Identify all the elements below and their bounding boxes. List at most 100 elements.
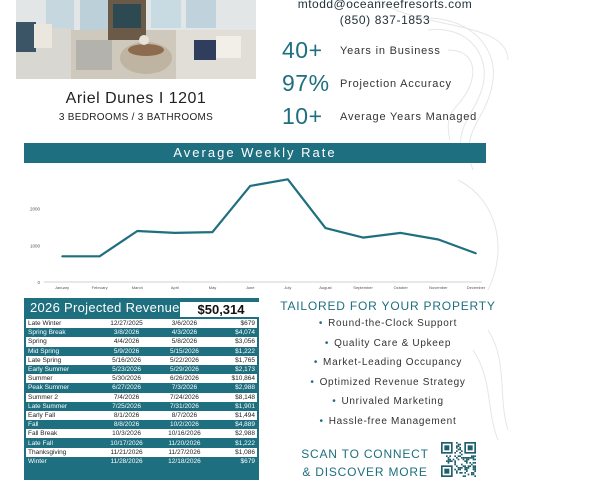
qr-module (467, 467, 470, 469)
end-date-cell: 7/24/2026 (155, 392, 214, 402)
data-point (362, 236, 364, 239)
revenue-cell: $2,988 (213, 383, 257, 393)
qr-module (459, 468, 461, 471)
qr-module (472, 457, 475, 459)
qr-module (457, 455, 460, 457)
qr-module (447, 462, 450, 464)
qr-module (461, 472, 463, 474)
revenue-title: 2026 Projected Revenue (30, 300, 180, 315)
table-row: Late Fall 10/17/2026 11/20/2026 $1,222 (26, 438, 257, 448)
qr-module (471, 455, 473, 457)
table-row: Mid Spring 5/9/2026 5/15/2026 $1,222 (26, 346, 257, 356)
end-date-cell: 11/27/2026 (155, 447, 214, 457)
qr-module (462, 465, 465, 467)
qr-module (467, 473, 470, 476)
season-cell: Mid Spring (26, 346, 98, 356)
y-tick-label: 2000 (30, 207, 41, 212)
start-date-cell: 6/27/2026 (97, 383, 156, 393)
qr-module (469, 462, 471, 464)
qr-module (457, 445, 460, 447)
bullet-icon: • (324, 337, 330, 349)
qr-code-icon[interactable] (441, 442, 476, 478)
stat-label: Years in Business (340, 44, 441, 57)
revenue-cell: $1,765 (213, 355, 257, 365)
qr-module (466, 457, 468, 459)
stat-label: Average Years Managed (340, 110, 478, 123)
qr-module (447, 457, 450, 459)
data-point (174, 232, 176, 234)
y-tick-label: 1000 (30, 243, 41, 248)
qr-module (471, 463, 473, 466)
table-row: Late Summer 7/25/2026 7/31/2026 $1,901 (26, 401, 257, 411)
qr-module (464, 475, 466, 477)
end-date-cell: 7/3/2026 (155, 383, 214, 393)
season-cell: Thanksgiving (26, 447, 98, 457)
qr-module (467, 445, 473, 451)
stat-value: 40+ (282, 37, 323, 63)
qr-module (472, 458, 475, 461)
qr-module (459, 455, 461, 457)
start-date-cell: 11/21/2026 (97, 447, 156, 457)
table-row: Spring 4/4/2026 5/8/2026 $3,056 (26, 337, 257, 347)
contact-email: mtodd@oceanreefresorts.com (297, 0, 473, 11)
bullet-icon: • (313, 357, 319, 369)
qr-module (462, 458, 465, 461)
qr-module (461, 457, 463, 459)
qr-module (474, 458, 476, 461)
qr-module (462, 457, 465, 459)
stat-years-in-business: 40+ Years in Business (282, 37, 441, 64)
tailored-list: • Round-the-Clock Support • Quality Care &… (268, 318, 508, 436)
qr-module (466, 460, 468, 462)
revenue-cell: $1,494 (213, 410, 257, 421)
scan-line-1: SCAN TO CONNECT (301, 447, 429, 461)
end-date-cell: 5/29/2026 (155, 364, 214, 375)
qr-module (469, 457, 471, 459)
qr-module (457, 448, 460, 451)
x-tick-label: April (171, 285, 179, 290)
start-date-cell: 5/30/2026 (97, 374, 156, 384)
qr-module (459, 448, 461, 451)
start-date-cell: 4/4/2026 (97, 337, 156, 347)
start-date-cell: 8/8/2026 (97, 420, 156, 430)
x-tick-label: August (319, 285, 332, 290)
season-cell: Spring (26, 337, 98, 347)
data-point (287, 178, 289, 181)
qr-module (466, 462, 468, 464)
qr-module (466, 468, 468, 471)
table-row: Late Spring 5/16/2026 5/22/2026 $1,765 (26, 355, 257, 365)
stat-label: Projection Accuracy (340, 77, 452, 90)
living-room-photo (16, 0, 256, 79)
end-date-cell: 5/15/2026 (155, 346, 214, 356)
qr-module (454, 452, 456, 454)
list-item: • Market-Leading Occupancy (313, 357, 463, 369)
qr-module (446, 455, 448, 457)
season-cell: Late Fall (26, 438, 98, 448)
revenue-cell: $1,222 (213, 438, 257, 448)
qr-module (467, 465, 470, 467)
qr-module (459, 443, 461, 446)
table-row: Fall 8/8/2026 10/2/2026 $4,889 (26, 420, 257, 430)
data-point (98, 255, 101, 258)
start-date-cell: 7/4/2026 (97, 392, 156, 402)
revenue-cell: $2,173 (213, 364, 257, 375)
qr-module (456, 470, 458, 472)
stat-value: 10+ (282, 103, 323, 129)
qr-module (474, 467, 476, 469)
qr-module (456, 450, 458, 452)
data-point (61, 255, 63, 258)
qr-module (457, 468, 460, 471)
x-tick-label: March (132, 285, 143, 290)
qr-module (449, 460, 451, 462)
qr-module (459, 472, 461, 474)
start-date-cell: 5/9/2026 (97, 346, 156, 356)
qr-module (472, 462, 475, 464)
qr-module (471, 457, 473, 459)
qr-module (444, 445, 450, 451)
qr-module (472, 472, 475, 474)
x-tick-label: September (353, 285, 373, 290)
start-date-cell: 10/3/2026 (97, 429, 156, 439)
table-row: Spring Break 3/8/2026 4/3/2026 $4,074 (26, 328, 257, 338)
qr-module (456, 442, 458, 444)
qr-module (454, 463, 456, 466)
qr-module (464, 472, 466, 474)
